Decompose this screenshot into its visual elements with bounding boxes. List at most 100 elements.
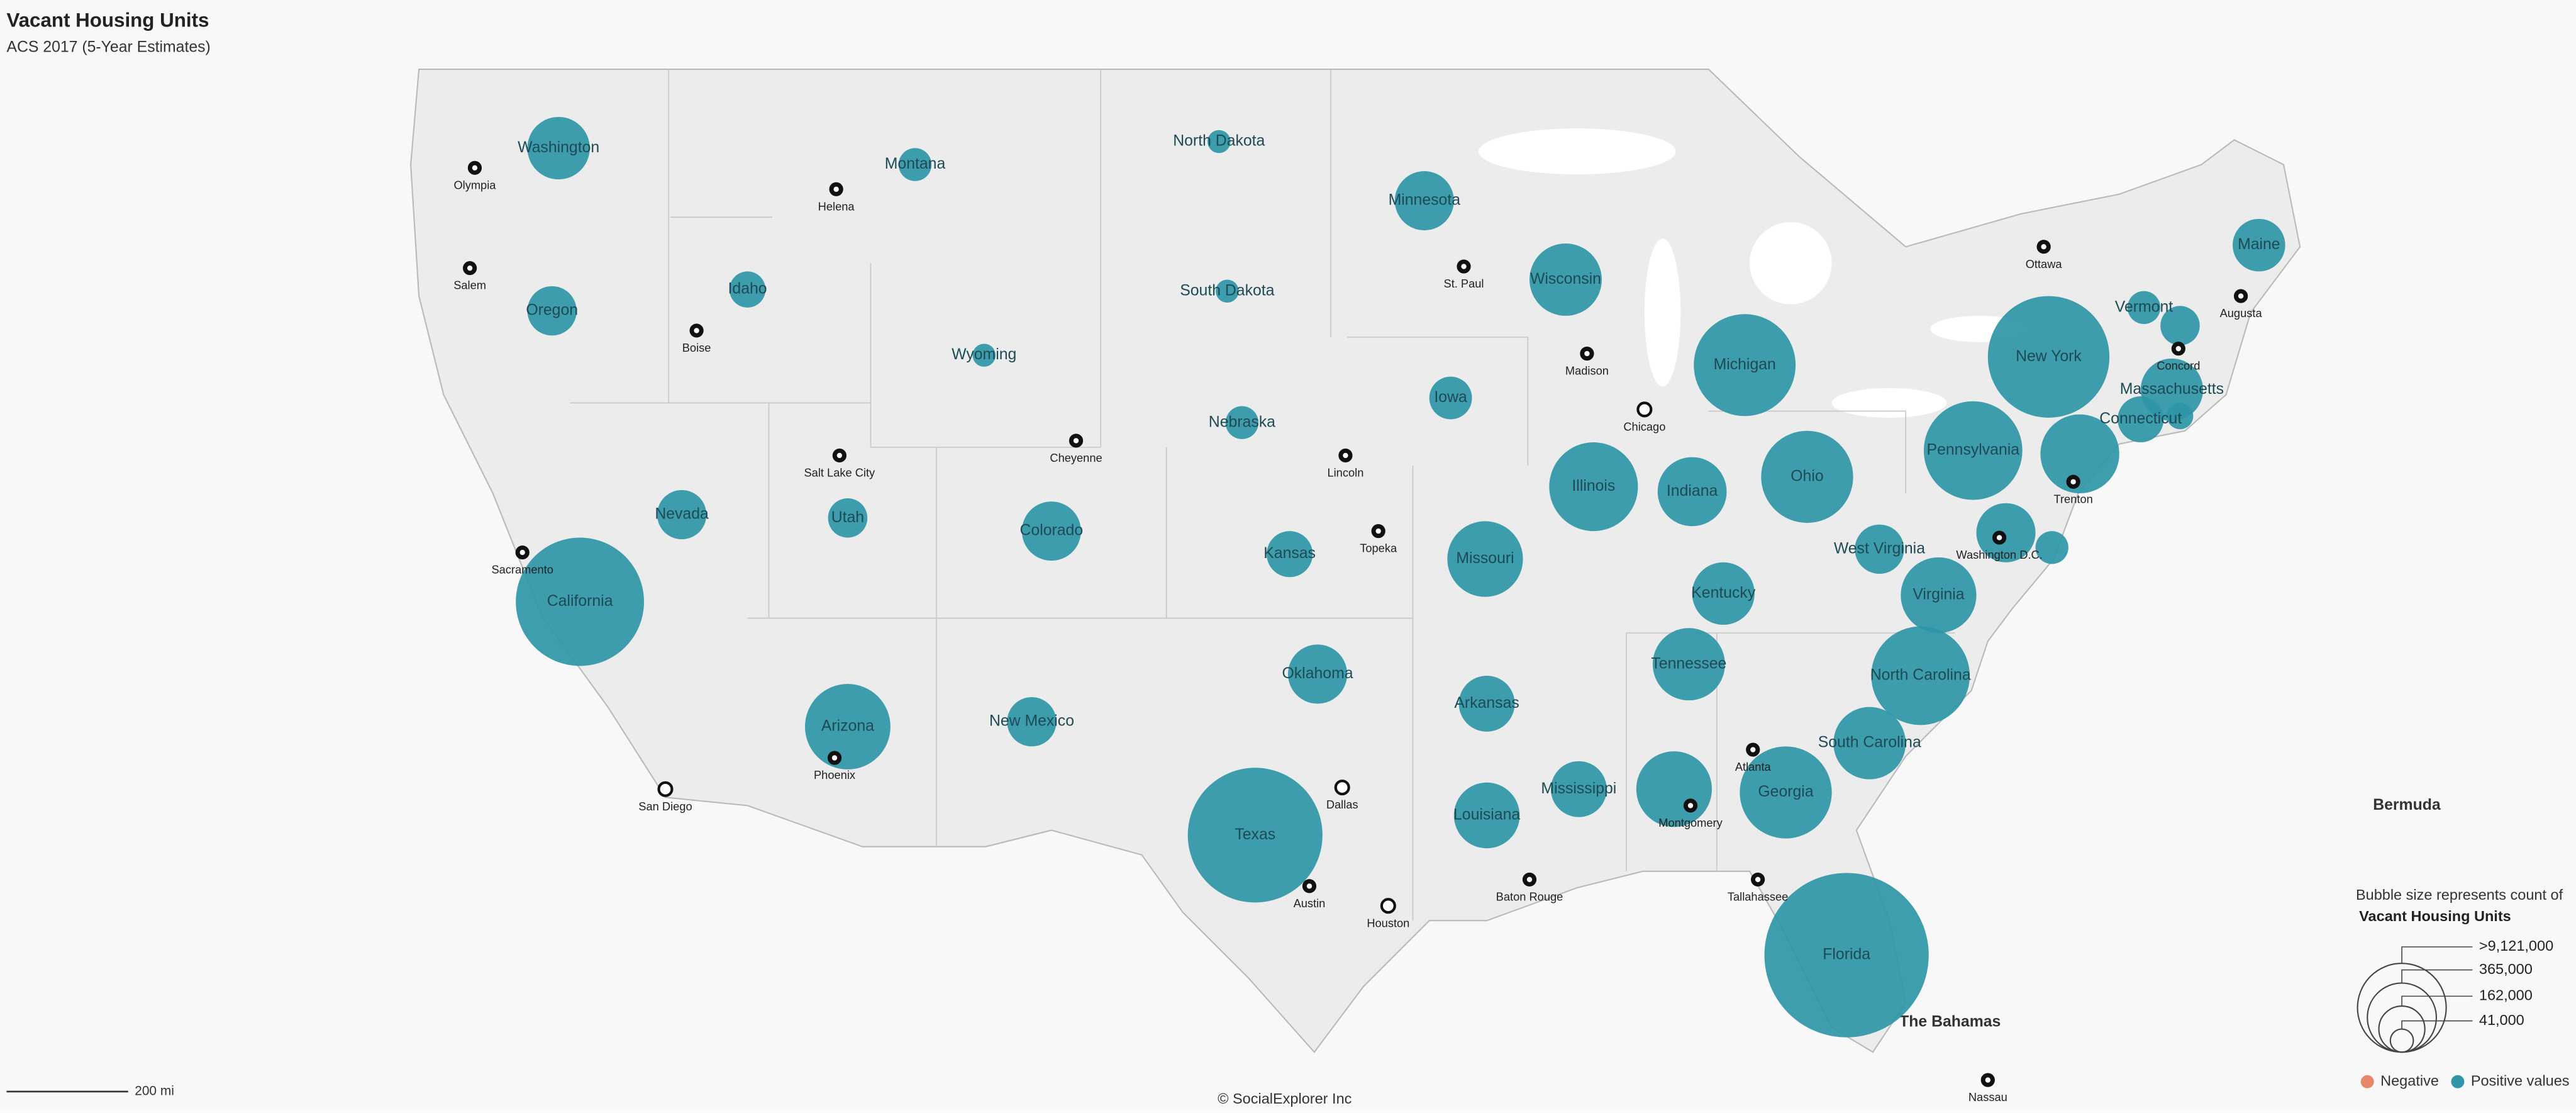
state-label: Florida [1823, 946, 1870, 963]
state-label: Tennessee [1651, 655, 1726, 672]
bubble [1216, 279, 1239, 303]
state-label: Oklahoma [1282, 665, 1353, 682]
state-label: Idaho [728, 281, 767, 298]
bubble [1976, 503, 2036, 562]
legend-size-label: 365,000 [2479, 961, 2533, 977]
bubble [2233, 218, 2285, 272]
bubble [1901, 557, 1977, 634]
capital-star [1306, 883, 1313, 889]
capital-star [1343, 452, 1348, 459]
bubble [1447, 521, 1523, 597]
bubble [1652, 628, 1725, 701]
state-label: Maine [2238, 236, 2280, 253]
state-label: Illinois [1572, 478, 1615, 495]
bubble [1225, 406, 1259, 439]
state-label: Indiana [1667, 483, 1718, 500]
state-label: Nebraska [1209, 413, 1275, 430]
state-label: Utah [831, 509, 864, 526]
bubble [828, 498, 868, 538]
bubble [1550, 761, 1607, 817]
capital-star [2175, 345, 2182, 352]
bubble [527, 116, 590, 180]
bubble [1207, 130, 1231, 154]
bubble [804, 684, 891, 769]
city-label: Nassau [1968, 1090, 2007, 1104]
legend-size-label: 41,000 [2479, 1012, 2524, 1028]
bubble [1761, 430, 1853, 523]
state-label: California [547, 593, 613, 610]
state-label: Nevada [655, 506, 709, 523]
capital-star [467, 265, 473, 271]
city-label: Houston [1367, 916, 1409, 929]
state-label: Arizona [821, 718, 874, 735]
state-label: Arkansas [1454, 695, 1519, 712]
legend-positive: Positive values [2471, 1072, 2570, 1088]
scale-label: 200 mi [135, 1083, 174, 1098]
state-label: Texas [1235, 826, 1275, 843]
bubble [1657, 457, 1727, 527]
capital-star [1461, 264, 1467, 269]
city-label: Atlanta [1735, 760, 1772, 773]
city-label: Montgomery [1658, 816, 1723, 829]
bubble [2167, 403, 2194, 430]
bubble [898, 148, 932, 181]
city-label: Baton Rouge [1496, 890, 1563, 903]
credit: © SocialExplorer Inc [1218, 1090, 1352, 1107]
state-label: Vermont [2115, 298, 2173, 315]
bubble [2118, 396, 2164, 443]
city-label: Helena [818, 199, 855, 213]
capital-star [1375, 528, 1381, 534]
bubble [1007, 696, 1057, 747]
city-label: Augusta [2220, 306, 2263, 320]
bubble [1923, 401, 2023, 500]
state-label: North Dakota [1173, 133, 1265, 150]
capital-star [1584, 350, 1590, 357]
state-label: Michigan [1714, 356, 1776, 373]
bubble [1429, 376, 1472, 420]
capital-star [1755, 876, 1761, 883]
bubble [1458, 675, 1515, 732]
capital-star [1526, 876, 1533, 883]
state-label: Georgia [1758, 783, 1813, 800]
city-label: Salt Lake City [804, 466, 876, 479]
legend-leader [2401, 1020, 2473, 1029]
capital-star [1996, 535, 2002, 540]
state-label: New York [2016, 348, 2082, 365]
city-label: Washington D.C. [1956, 548, 2042, 561]
capital-star [1073, 438, 1079, 444]
state-label: North Carolina [1870, 667, 1971, 684]
bubble [1764, 873, 1929, 1037]
bubble [1692, 562, 1755, 625]
state-label: Virginia [1913, 586, 1964, 603]
bubble [1021, 501, 1081, 561]
bubble [2035, 531, 2068, 564]
state-label: New Mexico [989, 713, 1074, 730]
state-label: South Carolina [1818, 734, 1921, 751]
state-label: Ohio [1790, 467, 1823, 484]
legend-size-label: >9,121,000 [2479, 937, 2553, 954]
city-label: Cheyenne [1050, 451, 1102, 464]
city-label: Dallas [1326, 798, 1358, 811]
bubble [1549, 442, 1638, 532]
state-label: Missouri [1456, 550, 1514, 567]
bubble [527, 286, 577, 336]
capital-star [1985, 1077, 1990, 1083]
state-label: Wyoming [952, 346, 1016, 363]
bubble [1394, 171, 1454, 231]
state-label: Connecticut [2099, 410, 2182, 427]
bubble [1187, 768, 1323, 903]
bubble [1694, 314, 1796, 417]
state-label: South Dakota [1180, 282, 1274, 299]
bubble [972, 344, 996, 367]
city-marker [1636, 401, 1653, 418]
bubble [1288, 644, 1348, 704]
bubble [1987, 296, 2110, 418]
bubble [2160, 306, 2200, 345]
state-label: Mississippi [1541, 780, 1616, 797]
state-label: Kansas [1263, 545, 1316, 562]
bubble [1453, 782, 1520, 849]
capital-star [1687, 803, 1694, 808]
city-label: Boise [682, 341, 711, 354]
legend-leader [2401, 946, 2473, 964]
capital-star [836, 452, 843, 459]
